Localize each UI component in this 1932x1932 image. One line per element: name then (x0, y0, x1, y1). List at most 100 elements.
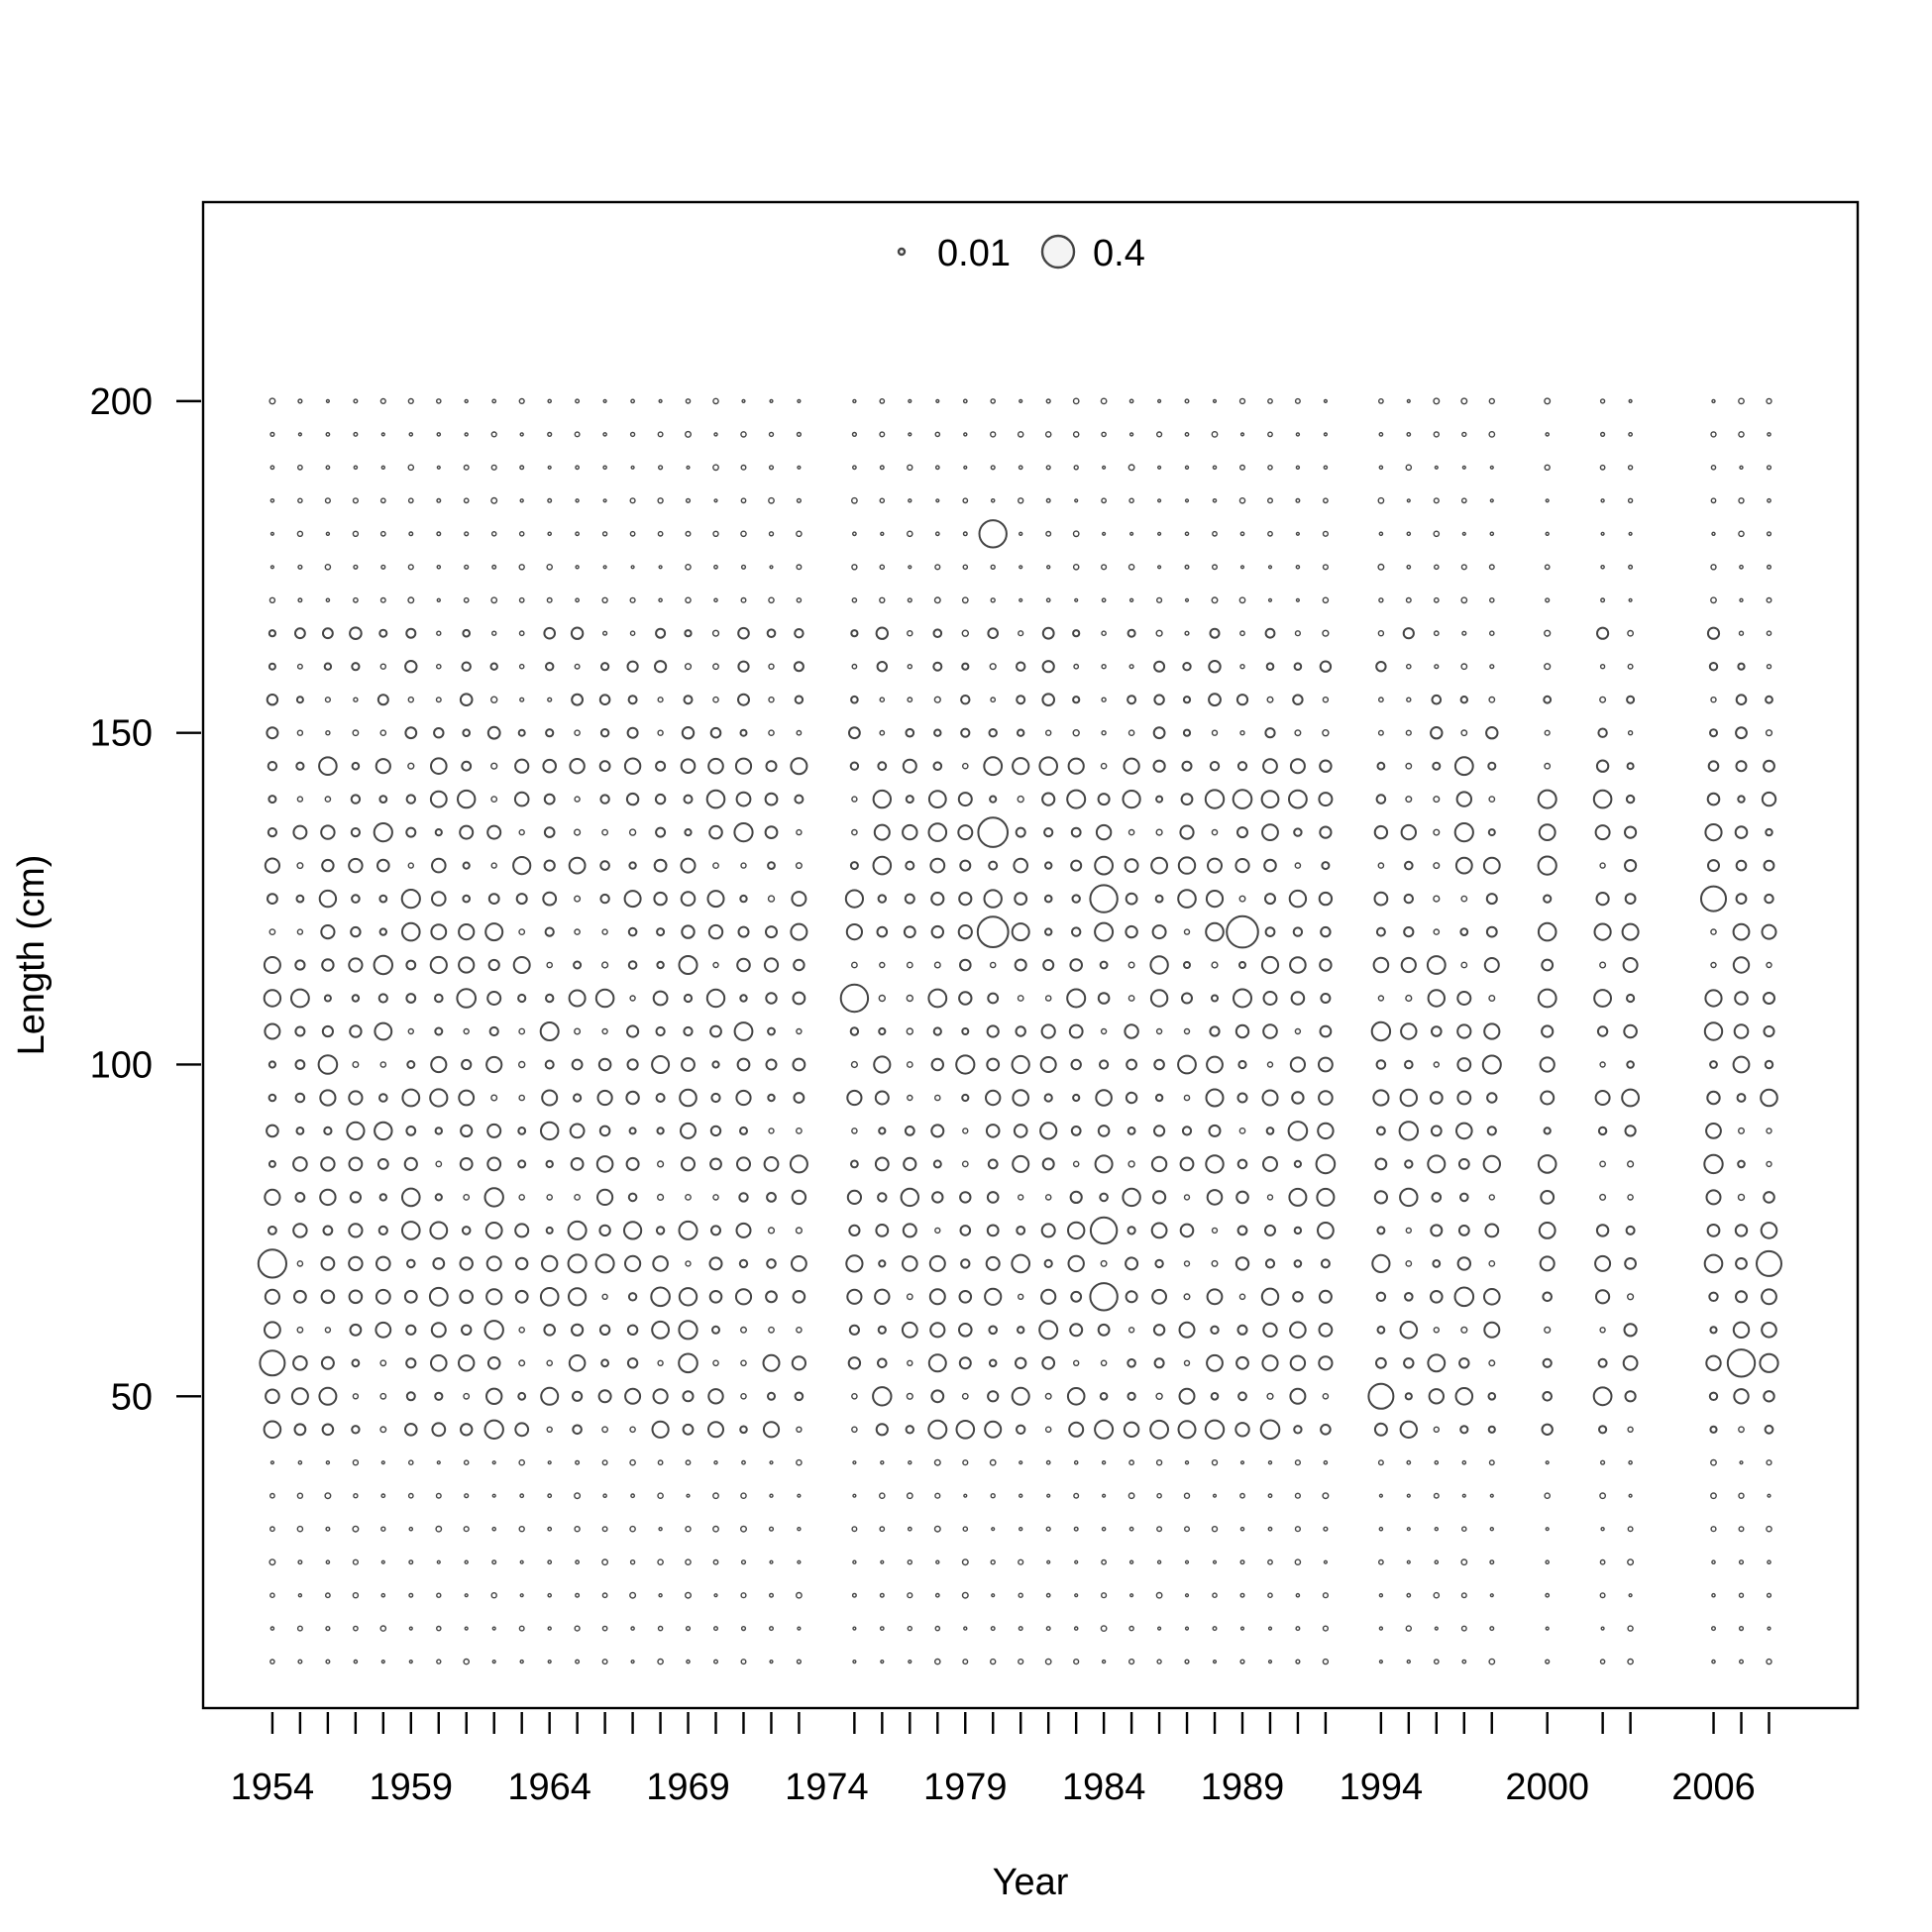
x-tick-label-1994: 1994 (1340, 1767, 1424, 1808)
bubble-1996-90 (1430, 1125, 1443, 1137)
bubble-1992-165 (1322, 629, 1330, 637)
bubble-1978-160 (932, 661, 943, 672)
bubble-1954-70 (257, 1248, 287, 1279)
bubble-1957-100 (352, 1060, 360, 1068)
bubble-1997-115 (1460, 961, 1468, 969)
bubble-1959-120 (401, 921, 421, 942)
bubble-1956-165 (322, 627, 334, 640)
bubble-1994-150 (1377, 729, 1384, 736)
bubble-1997-190 (1461, 465, 1466, 470)
bubble-1987-15 (1184, 1626, 1190, 1631)
bubble-1978-135 (927, 822, 948, 842)
bubble-1970-35 (712, 1492, 719, 1500)
bubble-2007-15 (1738, 1625, 1745, 1632)
bubble-1998-30 (1489, 1526, 1495, 1532)
bubble-1981-85 (1012, 1154, 1030, 1173)
bubble-2008-50 (1763, 1390, 1775, 1403)
bubble-1972-120 (765, 925, 778, 939)
bubble-2002-185 (1600, 498, 1605, 503)
bubble-1968-195 (657, 431, 664, 438)
bubble-2002-30 (1600, 1526, 1605, 1532)
bubble-1968-100 (651, 1055, 671, 1074)
bubble-1998-95 (1486, 1092, 1498, 1104)
bubble-1976-20 (879, 1592, 885, 1598)
bubble-1979-140 (957, 792, 973, 807)
bubble-1973-35 (797, 1493, 802, 1498)
bubble-1954-15 (269, 1626, 275, 1631)
bubble-1985-65 (1125, 1290, 1138, 1304)
bubble-1979-80 (959, 1191, 972, 1204)
bubble-2008-85 (1766, 1160, 1772, 1168)
bubble-1981-125 (1014, 892, 1028, 906)
bubble-1967-85 (625, 1156, 640, 1171)
bubble-1978-120 (930, 924, 944, 939)
bubble-1982-65 (1040, 1288, 1057, 1305)
bubble-2000-125 (1543, 894, 1553, 904)
bubble-1997-100 (1456, 1057, 1472, 1072)
bubble-2000-20 (1545, 1592, 1551, 1598)
bubble-1996-170 (1433, 596, 1440, 603)
bubble-1997-120 (1459, 927, 1469, 936)
bubble-1975-150 (848, 726, 861, 740)
bubble-1983-55 (1072, 1359, 1080, 1367)
bubble-1983-110 (1066, 988, 1087, 1009)
bubble-1968-145 (655, 760, 667, 772)
bubble-1989-175 (1239, 565, 1245, 570)
bubble-1980-20 (991, 1593, 996, 1598)
bubble-1982-80 (1044, 1194, 1052, 1201)
bubble-1994-75 (1376, 1226, 1386, 1235)
bubble-1973-160 (793, 661, 805, 673)
bubble-1998-145 (1487, 761, 1497, 771)
bubble-1967-55 (626, 1357, 639, 1369)
bubble-1962-70 (485, 1255, 502, 1272)
legend-label-small: 0.01 (937, 233, 1011, 274)
bubble-1969-60 (678, 1320, 698, 1341)
bubble-1956-160 (323, 662, 333, 671)
bubble-2006-115 (1710, 961, 1717, 969)
bubble-1979-160 (961, 662, 970, 671)
bubble-2006-100 (1709, 1060, 1718, 1069)
bubble-1992-115 (1319, 958, 1333, 972)
bubble-1970-55 (712, 1359, 719, 1367)
bubble-1971-75 (735, 1222, 752, 1238)
bubble-1983-155 (1072, 696, 1081, 704)
bubble-1981-140 (1017, 795, 1024, 804)
bubble-1959-150 (404, 726, 418, 740)
bubble-1964-125 (542, 891, 558, 907)
bubble-1972-145 (765, 760, 778, 773)
bubble-1997-55 (1458, 1357, 1470, 1369)
bubble-1981-60 (1017, 1326, 1025, 1335)
bubble-1992-105 (1319, 1024, 1333, 1038)
bubble-1992-120 (1320, 925, 1332, 938)
bubble-2008-140 (1761, 791, 1777, 807)
bubble-1982-50 (1044, 1392, 1052, 1400)
bubble-1978-15 (934, 1625, 941, 1632)
bubble-1997-70 (1456, 1256, 1472, 1271)
x-tick-label-1989: 1989 (1201, 1767, 1285, 1808)
bubble-1979-65 (958, 1290, 973, 1304)
bubble-2007-50 (1733, 1388, 1750, 1405)
bubble-1955-50 (290, 1387, 309, 1406)
bubble-1958-195 (380, 432, 385, 437)
bubble-1978-100 (930, 1057, 944, 1072)
bubble-1995-130 (1404, 860, 1414, 871)
bubble-1990-45 (1259, 1419, 1281, 1441)
bubble-1984-190 (1101, 465, 1107, 470)
bubble-1976-200 (879, 397, 886, 404)
bubble-1964-95 (541, 1089, 559, 1107)
bubble-1967-25 (629, 1558, 636, 1565)
bubble-1973-175 (796, 564, 803, 571)
bubble-1977-70 (902, 1255, 918, 1272)
bubble-1964-85 (545, 1159, 554, 1169)
bubble-1956-135 (320, 824, 336, 840)
bubble-1975-175 (851, 564, 858, 571)
bubble-1972-130 (767, 861, 776, 870)
bubble-1966-40 (601, 1459, 608, 1466)
bubble-1980-65 (984, 1287, 1003, 1306)
bubble-1972-105 (767, 1026, 776, 1036)
bubble-1960-75 (429, 1221, 449, 1240)
bubble-2002-160 (1599, 664, 1606, 670)
bubble-1994-70 (1371, 1253, 1391, 1274)
bubble-1980-120 (976, 915, 1010, 948)
bubble-1961-170 (463, 596, 470, 603)
